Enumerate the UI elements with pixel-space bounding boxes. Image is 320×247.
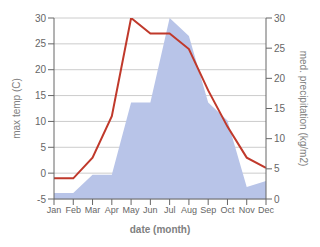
svg-text:10: 10 xyxy=(274,133,286,144)
svg-text:5: 5 xyxy=(40,142,46,153)
svg-text:15: 15 xyxy=(35,90,47,101)
svg-text:Aug: Aug xyxy=(181,205,197,215)
svg-text:Nov: Nov xyxy=(239,205,256,215)
svg-text:15: 15 xyxy=(274,103,286,114)
svg-text:5: 5 xyxy=(274,163,280,174)
svg-text:25: 25 xyxy=(274,43,286,54)
svg-text:med. precipitation (kg/m2): med. precipitation (kg/m2) xyxy=(298,51,309,167)
svg-text:25: 25 xyxy=(35,38,47,49)
svg-text:-5: -5 xyxy=(37,194,46,205)
svg-text:Jul: Jul xyxy=(164,205,176,215)
svg-text:Dec: Dec xyxy=(258,205,275,215)
svg-text:Feb: Feb xyxy=(66,205,82,215)
svg-text:Sep: Sep xyxy=(200,205,216,215)
svg-text:Jan: Jan xyxy=(47,205,62,215)
svg-text:10: 10 xyxy=(35,116,47,127)
svg-text:30: 30 xyxy=(35,13,47,24)
svg-text:date (month): date (month) xyxy=(130,224,191,235)
svg-text:Jun: Jun xyxy=(143,205,158,215)
svg-text:Apr: Apr xyxy=(105,205,119,215)
svg-text:0: 0 xyxy=(274,194,280,205)
svg-text:20: 20 xyxy=(35,64,47,75)
svg-text:0: 0 xyxy=(40,168,46,179)
svg-text:30: 30 xyxy=(274,13,286,24)
svg-text:Oct: Oct xyxy=(220,205,235,215)
svg-text:20: 20 xyxy=(274,73,286,84)
svg-text:Mar: Mar xyxy=(85,205,101,215)
svg-text:max temp (C): max temp (C) xyxy=(11,78,22,139)
svg-text:May: May xyxy=(123,205,141,215)
